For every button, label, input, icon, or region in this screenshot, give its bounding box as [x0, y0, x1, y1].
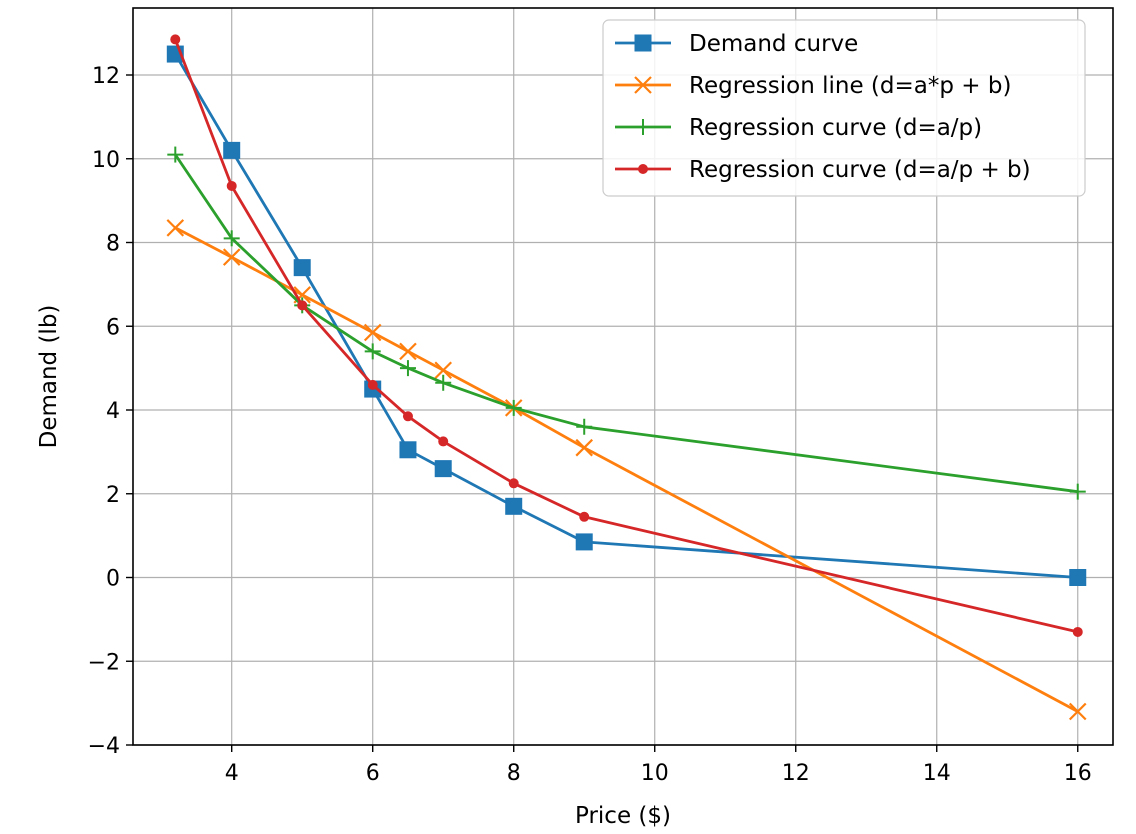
- marker-plus: [399, 360, 416, 377]
- marker-square: [434, 460, 452, 478]
- marker-square: [399, 441, 417, 459]
- x-tick-label: 16: [1064, 761, 1092, 786]
- y-tick-label: 8: [106, 232, 120, 257]
- legend-label: Demand curve: [689, 31, 858, 57]
- y-tick-label: −2: [88, 650, 120, 675]
- marker-dot: [226, 180, 237, 191]
- marker-x: [634, 76, 652, 94]
- legend-item: Regression curve (d=a/p): [615, 115, 982, 141]
- y-tick-label: 6: [106, 315, 120, 340]
- marker-plus: [635, 119, 651, 135]
- marker-dot: [402, 411, 413, 422]
- marker-x-stroke: [1068, 702, 1087, 721]
- x-axis-label: Price ($): [575, 803, 671, 829]
- y-tick-label: −4: [88, 734, 120, 759]
- marker-plus: [167, 146, 184, 163]
- series-layer: [166, 34, 1087, 721]
- legend: Demand curve Regression line (d=a*p + b) R…: [602, 19, 1086, 197]
- marker-plus: [576, 418, 593, 435]
- marker-x-stroke: [363, 323, 382, 342]
- marker-x: [222, 248, 241, 266]
- axis-ticks: 4 6 8 10 12 14 16 −4 −2 0 2 4 6 8 10 12: [88, 64, 1092, 786]
- x-tick-label: 4: [225, 761, 239, 786]
- marker-square: [575, 533, 593, 551]
- marker-dot: [638, 164, 648, 174]
- legend-item: Demand curve: [615, 31, 858, 57]
- series-line: [174, 153, 1078, 494]
- marker-dot: [438, 436, 449, 447]
- x-tick-label: 12: [782, 761, 810, 786]
- series-1: [166, 45, 1087, 586]
- legend-item: Regression curve (d=a/p + b): [615, 157, 1031, 183]
- marker-x: [399, 342, 417, 361]
- legend-label: Regression curve (d=a/p): [689, 115, 982, 141]
- y-tick-label: 2: [106, 483, 120, 508]
- marker-dot: [367, 379, 378, 390]
- marker-x-stroke: [434, 361, 452, 379]
- y-tick-label: 0: [106, 567, 120, 592]
- marker-dot: [579, 511, 590, 522]
- marker-plus: [435, 374, 452, 391]
- y-tick-label: 4: [106, 399, 120, 424]
- plot-frame: [132, 7, 1114, 746]
- marker-plus: [223, 230, 240, 247]
- series-4: [170, 34, 1083, 637]
- y-axis-label: Demand (lb): [36, 305, 62, 449]
- marker-dot: [508, 478, 519, 489]
- marker-dot: [170, 34, 181, 45]
- series-line: [174, 226, 1079, 713]
- marker-x: [166, 219, 185, 237]
- marker-x-stroke: [166, 219, 185, 237]
- marker-x-stroke: [399, 342, 417, 361]
- series-3: [167, 146, 1086, 500]
- marker-x: [434, 361, 452, 379]
- legend-label: Regression line (d=a*p + b): [689, 73, 1011, 99]
- marker-x: [575, 438, 594, 457]
- marker-square: [634, 34, 652, 52]
- marker-x: [1068, 702, 1087, 721]
- legend-item: Regression line (d=a*p + b): [615, 73, 1011, 99]
- x-tick-label: 10: [641, 761, 669, 786]
- x-tick-label: 8: [507, 761, 521, 786]
- marker-square: [223, 141, 241, 159]
- marker-x-stroke: [634, 76, 652, 94]
- series-2: [166, 219, 1087, 721]
- marker-x-stroke: [575, 438, 594, 457]
- y-tick-label: 12: [92, 64, 120, 89]
- marker-x-stroke: [222, 248, 241, 266]
- legend-label: Regression curve (d=a/p + b): [689, 157, 1031, 183]
- x-tick-label: 6: [366, 761, 380, 786]
- legend-box: [602, 19, 1086, 197]
- marker-plus: [505, 399, 522, 416]
- marker-dot: [1072, 626, 1083, 637]
- marker-x: [363, 323, 382, 342]
- marker-plus: [1069, 483, 1086, 500]
- marker-plus: [364, 343, 381, 360]
- x-tick-label: 14: [923, 761, 951, 786]
- marker-square: [293, 259, 311, 277]
- y-tick-label: 10: [92, 148, 120, 173]
- marker-square: [1069, 569, 1087, 586]
- marker-square: [505, 497, 523, 515]
- marker-dot: [297, 300, 308, 311]
